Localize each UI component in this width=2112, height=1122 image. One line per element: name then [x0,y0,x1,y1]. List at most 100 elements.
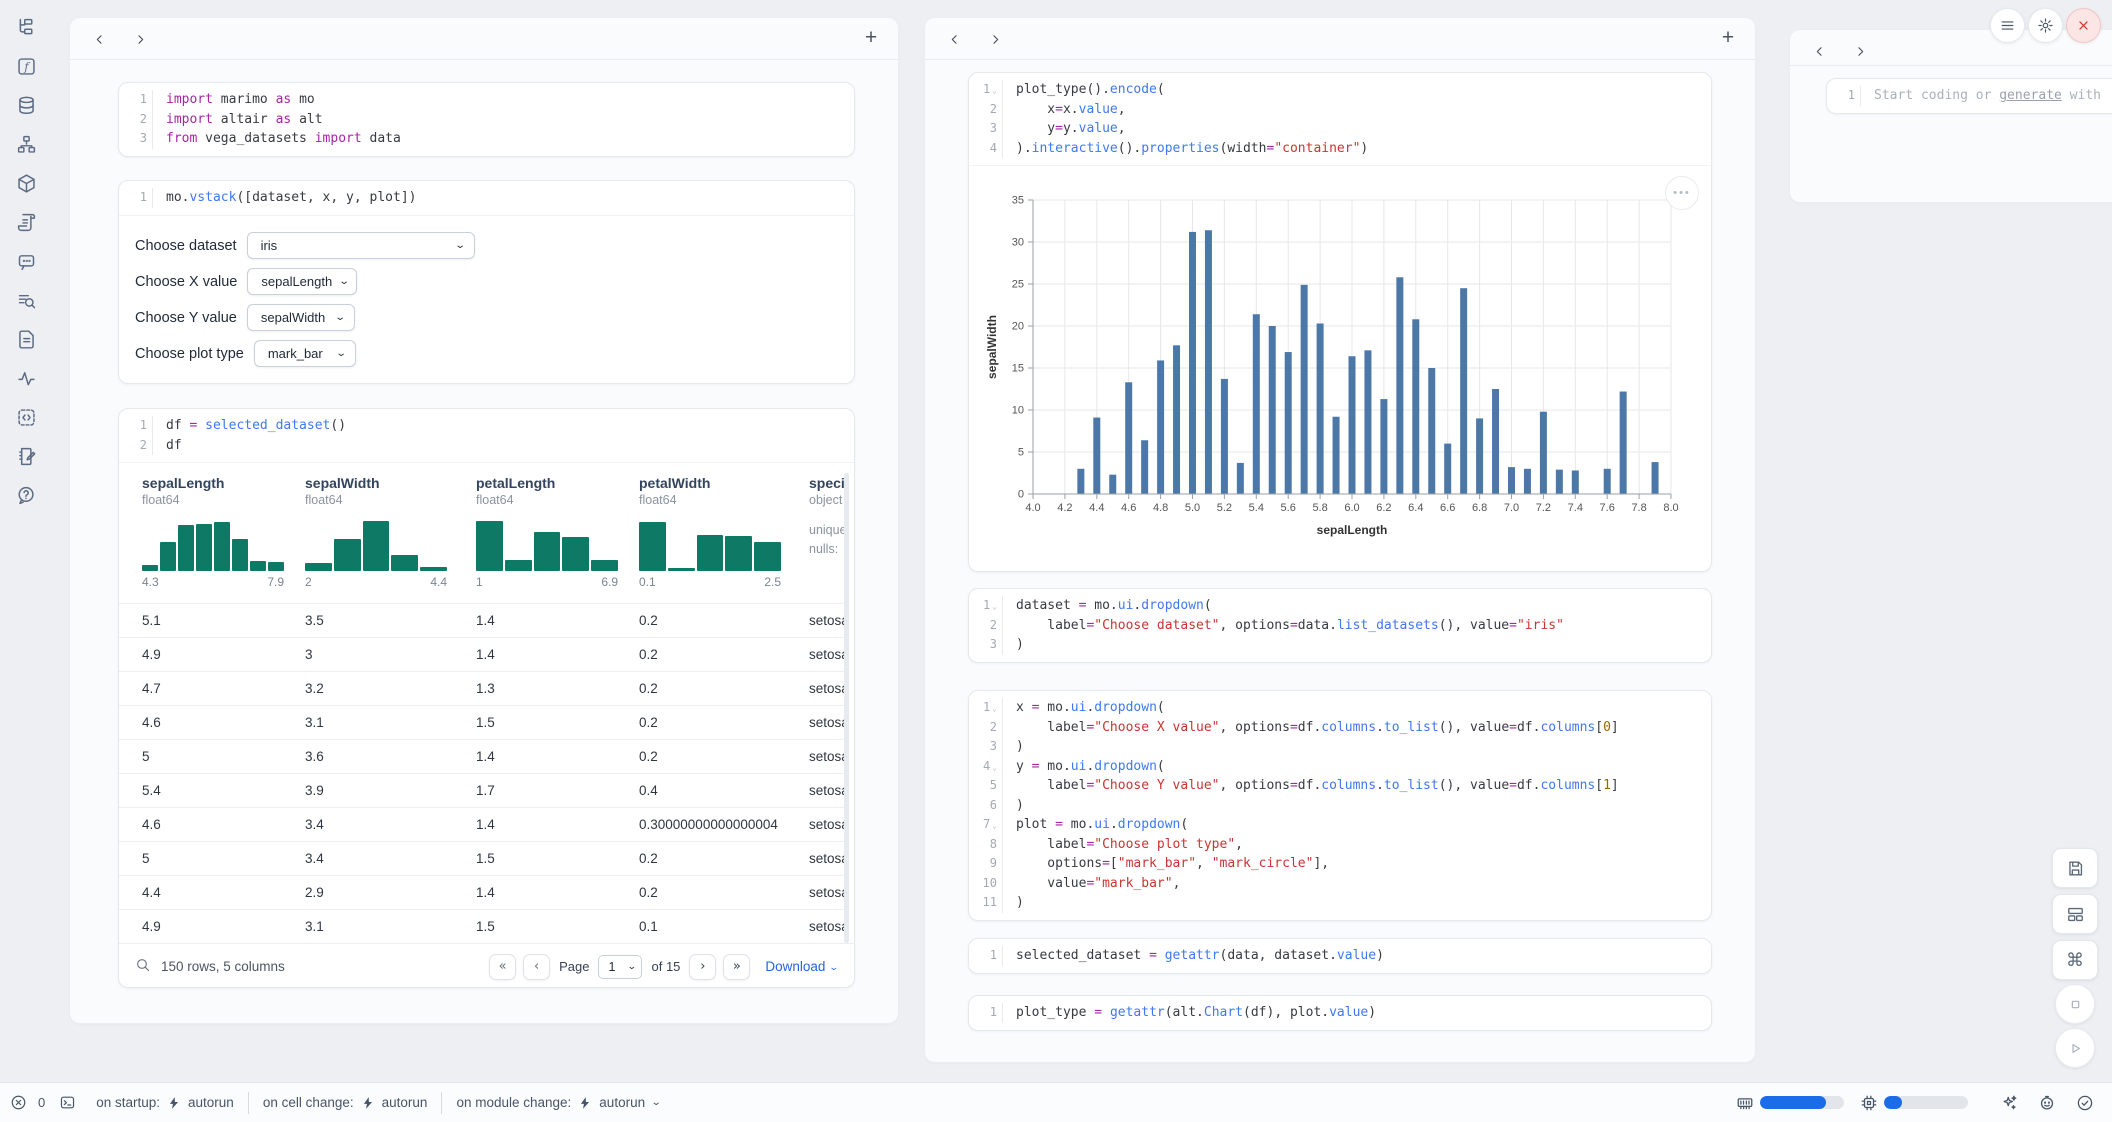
runtime-config-2[interactable]: on module change:autorun⌄ [456,1095,660,1110]
table-row[interactable]: 4.73.21.30.2setosa [119,671,844,705]
chatbot-button[interactable] [2034,1090,2060,1116]
table-row[interactable]: 53.61.40.2setosa [119,739,844,773]
connection-status-button[interactable] [2072,1090,2098,1116]
prev-page-button[interactable]: ‹ [523,954,550,980]
stop-button[interactable] [2055,984,2095,1024]
column-header [1790,30,2112,66]
code-fold-icon[interactable]: ⌄ [992,597,997,617]
dropdown-select-choose-x-value[interactable]: sepalLength⌄ [247,268,357,295]
table-row[interactable]: 5.43.91.70.4setosa [119,773,844,807]
line-number: 2 [140,110,147,130]
column-histogram[interactable] [639,519,781,571]
histogram-bar [334,539,361,571]
sidebar-item-file-explorer[interactable] [13,14,39,40]
sidebar-item-documentation[interactable] [13,326,39,352]
run-button[interactable] [2055,1028,2095,1068]
save-button[interactable] [2052,848,2098,888]
table-row[interactable]: 53.41.50.2setosa [119,841,844,875]
table-cell: 1.5 [476,715,639,730]
code-fold-icon[interactable]: ⌄ [992,758,997,778]
sidebar-item-help[interactable] [13,482,39,508]
column-name[interactable]: petalWidth [639,475,809,491]
dropdown-label: Choose dataset [135,238,237,254]
settings-button[interactable] [2028,8,2063,43]
first-page-button[interactable]: « [489,954,516,980]
runtime-config-0[interactable]: on startup:autorun [96,1095,234,1110]
menu-button[interactable] [1990,8,2025,43]
code-fold-icon[interactable]: ⌄ [992,81,997,101]
table-row[interactable]: 4.42.91.40.2setosa [119,875,844,909]
sidebar-item-ai-chat[interactable] [13,248,39,274]
chart-output: 051015202530354.04.24.44.64.85.05.25.45.… [969,165,1711,540]
code-editor[interactable]: 1⌄234⌄567⌄891011x = mo.ui.dropdown( labe… [969,691,1711,920]
runtime-config-1[interactable]: on cell change:autorun [263,1095,428,1110]
sidebar-item-scratchpad[interactable] [13,443,39,469]
column-histogram[interactable] [142,519,284,571]
code-lines: plot_type().encode( x=x.value, y=y.value… [1003,80,1368,158]
column-next-button[interactable] [1847,38,1873,64]
dropdown-select-choose-y-value[interactable]: sepalWidth⌄ [247,304,355,331]
sidebar-item-dependency-graph[interactable] [13,131,39,157]
error-count-indicator[interactable]: 0 [10,1094,45,1111]
keyboard-shortcuts-button[interactable]: ⌘ [2052,940,2098,980]
table-scrollbar[interactable] [844,473,849,943]
column-name[interactable]: petalLength [476,475,639,491]
column-name[interactable]: sepalWidth [305,475,476,491]
shutdown-button[interactable] [2066,8,2101,43]
code-line: from vega_datasets import data [166,129,401,149]
sidebar-item-snippets[interactable] [13,404,39,430]
next-page-button[interactable]: › [689,954,716,980]
column-prev-button[interactable] [1806,38,1832,64]
line-number: 2 [990,616,997,636]
column-next-button[interactable] [127,26,153,52]
line-number: 1 [140,188,147,208]
table-row[interactable]: 4.931.40.2setosa [119,637,844,671]
column-prev-button[interactable] [86,26,112,52]
column-name[interactable]: sepalLength [142,475,305,491]
column-name[interactable]: species [809,475,844,491]
code-editor[interactable]: 123import marimo as moimport altair as a… [119,83,854,156]
code-editor[interactable]: 12df = selected_dataset()df [119,409,854,462]
page-select[interactable]: 1⌄ [598,955,642,979]
cpu-bar [1884,1096,1968,1109]
sidebar-item-data-sources[interactable] [13,92,39,118]
table-cell: 1.5 [476,919,639,934]
terminal-button[interactable] [59,1094,76,1111]
dropdown-select-choose-dataset[interactable]: iris⌄ [247,232,475,259]
search-icon[interactable] [135,957,151,976]
last-page-button[interactable]: » [723,954,750,980]
range-min: 1 [476,575,483,589]
download-link[interactable]: Download⌄ [765,959,838,974]
sidebar-item-logs[interactable] [13,287,39,313]
code-fold-icon[interactable]: ⌄ [992,699,997,719]
sidebar-item-variables[interactable]: f [13,53,39,79]
code-editor[interactable]: 1Start coding or generate with [1827,79,2112,113]
chart-options-button[interactable]: ••• [1665,176,1699,210]
code-editor[interactable]: 1plot_type = getattr(alt.Chart(df), plot… [969,996,1711,1030]
column-next-button[interactable] [982,26,1008,52]
code-editor[interactable]: 1selected_dataset = getattr(data, datase… [969,939,1711,973]
bar-chart-svg[interactable]: 051015202530354.04.24.44.64.85.05.25.45.… [983,188,1687,540]
table-row[interactable]: 4.93.11.50.1setosa [119,909,844,943]
add-cell-button[interactable]: + [1715,25,1741,51]
table-row[interactable]: 4.63.41.40.30000000000000004setosa [119,807,844,841]
code-editor[interactable]: 1mo.vstack([dataset, x, y, plot]) [119,181,854,215]
code-line: label="Choose dataset", options=data.lis… [1016,616,1564,636]
sidebar-item-packages[interactable] [13,170,39,196]
add-cell-button[interactable]: + [858,25,884,51]
code-editor[interactable]: 1⌄23dataset = mo.ui.dropdown( label="Cho… [969,589,1711,662]
svg-text:5.8: 5.8 [1312,502,1327,514]
sidebar-item-scripts[interactable] [13,209,39,235]
histogram-bar [232,539,248,571]
column-histogram[interactable] [305,519,447,571]
layout-button[interactable] [2052,894,2098,934]
column-prev-button[interactable] [941,26,967,52]
sidebar-item-tracing[interactable] [13,365,39,391]
table-row[interactable]: 5.13.51.40.2setosa [119,603,844,637]
table-row[interactable]: 4.63.11.50.2setosa [119,705,844,739]
column-histogram[interactable] [476,519,618,571]
dropdown-select-choose-plot-type[interactable]: mark_bar⌄ [254,340,356,367]
code-editor[interactable]: 1⌄234plot_type().encode( x=x.value, y=y.… [969,73,1711,165]
ai-assistant-button[interactable] [1996,1090,2022,1116]
code-fold-icon[interactable]: ⌄ [992,816,997,836]
